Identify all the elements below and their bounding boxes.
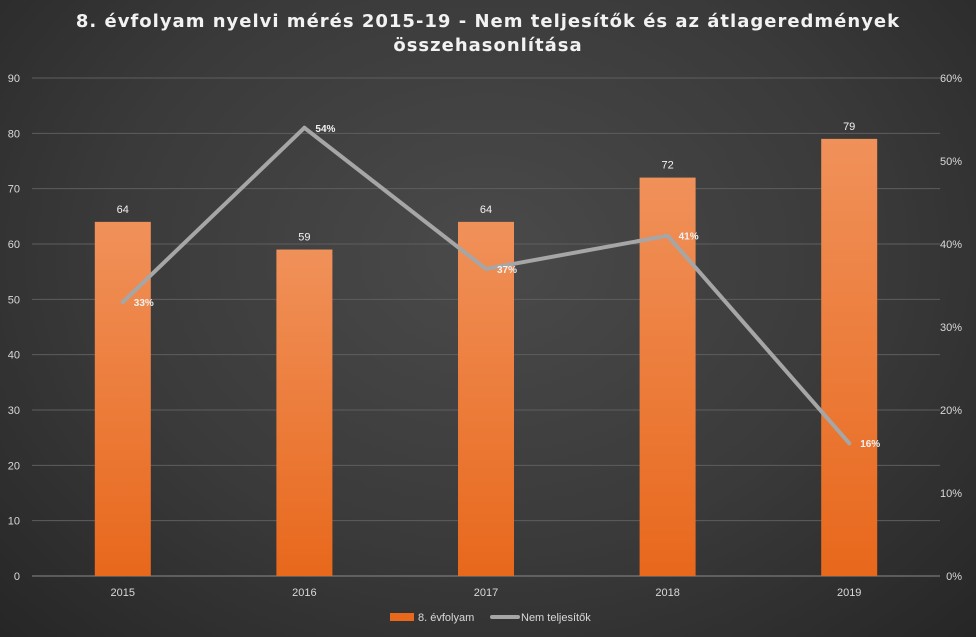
y-right-tick-label: 20% xyxy=(940,405,962,417)
y-left-tick-label: 40 xyxy=(8,350,20,362)
line-point xyxy=(847,441,852,446)
y-right-tick-label: 40% xyxy=(940,239,962,251)
chart-title-line-1: 8. évfolyam nyelvi mérés 2015-19 - Nem t… xyxy=(75,11,901,32)
y-right-tick-label: 60% xyxy=(940,73,962,85)
y-left-tick-label: 60 xyxy=(8,239,20,251)
line-series xyxy=(120,125,852,446)
bar-series xyxy=(94,138,878,577)
bar-value-label: 64 xyxy=(480,204,492,216)
line-value-label: 16% xyxy=(860,439,880,450)
y-left-tick-label: 10 xyxy=(8,516,20,528)
x-tick-label: 2018 xyxy=(655,587,679,599)
line-point xyxy=(302,125,307,130)
bar xyxy=(821,138,878,576)
legend[interactable]: 8. évfolyam Nem teljesítők xyxy=(390,612,591,624)
bar-value-label: 59 xyxy=(298,232,310,244)
y-left-tick-label: 20 xyxy=(8,460,20,472)
y-left-tick-label: 80 xyxy=(8,128,20,140)
y-left-tick-label: 50 xyxy=(8,294,20,306)
line-value-label: 54% xyxy=(315,124,335,135)
x-tick-label: 2017 xyxy=(474,587,498,599)
y-right-tick-label: 0% xyxy=(946,571,962,583)
line-point xyxy=(120,300,125,305)
bar-value-label: 79 xyxy=(843,121,855,133)
data-labels: 64 59 64 72 79 33% 54% 37% 41% 16% xyxy=(117,121,881,450)
bar-value-label: 64 xyxy=(117,204,129,216)
legend-line-label: Nem teljesítők xyxy=(521,612,591,624)
bar xyxy=(639,177,696,576)
chart-title-line-2: összehasonlítása xyxy=(393,35,583,56)
y-left-tick-label: 90 xyxy=(8,73,20,85)
legend-bar-swatch xyxy=(390,613,414,621)
line-point xyxy=(484,266,488,271)
x-tick-label: 2015 xyxy=(111,587,135,599)
chart-title: 8. évfolyam nyelvi mérés 2015-19 - Nem t… xyxy=(0,10,976,58)
y-right-tick-label: 50% xyxy=(940,156,962,168)
axes: 0 10 20 30 40 50 60 70 80 90 0% 10% 20% 30% 40% 50% 60% 2… xyxy=(8,73,962,599)
bar xyxy=(458,221,514,576)
y-left-tick-label: 70 xyxy=(8,184,20,196)
line-value-label: 33% xyxy=(134,298,154,309)
y-right-tick-label: 10% xyxy=(940,488,962,500)
y-right-tick-label: 30% xyxy=(940,322,962,334)
line-point xyxy=(665,233,670,238)
bar xyxy=(94,221,151,576)
line-value-label: 41% xyxy=(679,232,699,243)
x-tick-label: 2016 xyxy=(292,587,316,599)
line-value-label: 37% xyxy=(497,265,517,276)
bar xyxy=(276,249,333,577)
y-left-tick-label: 0 xyxy=(14,571,20,583)
bar-value-label: 72 xyxy=(661,160,673,172)
y-left-tick-label: 30 xyxy=(8,405,20,417)
legend-bar-label: 8. évfolyam xyxy=(418,612,474,624)
x-tick-label: 2019 xyxy=(837,587,861,599)
